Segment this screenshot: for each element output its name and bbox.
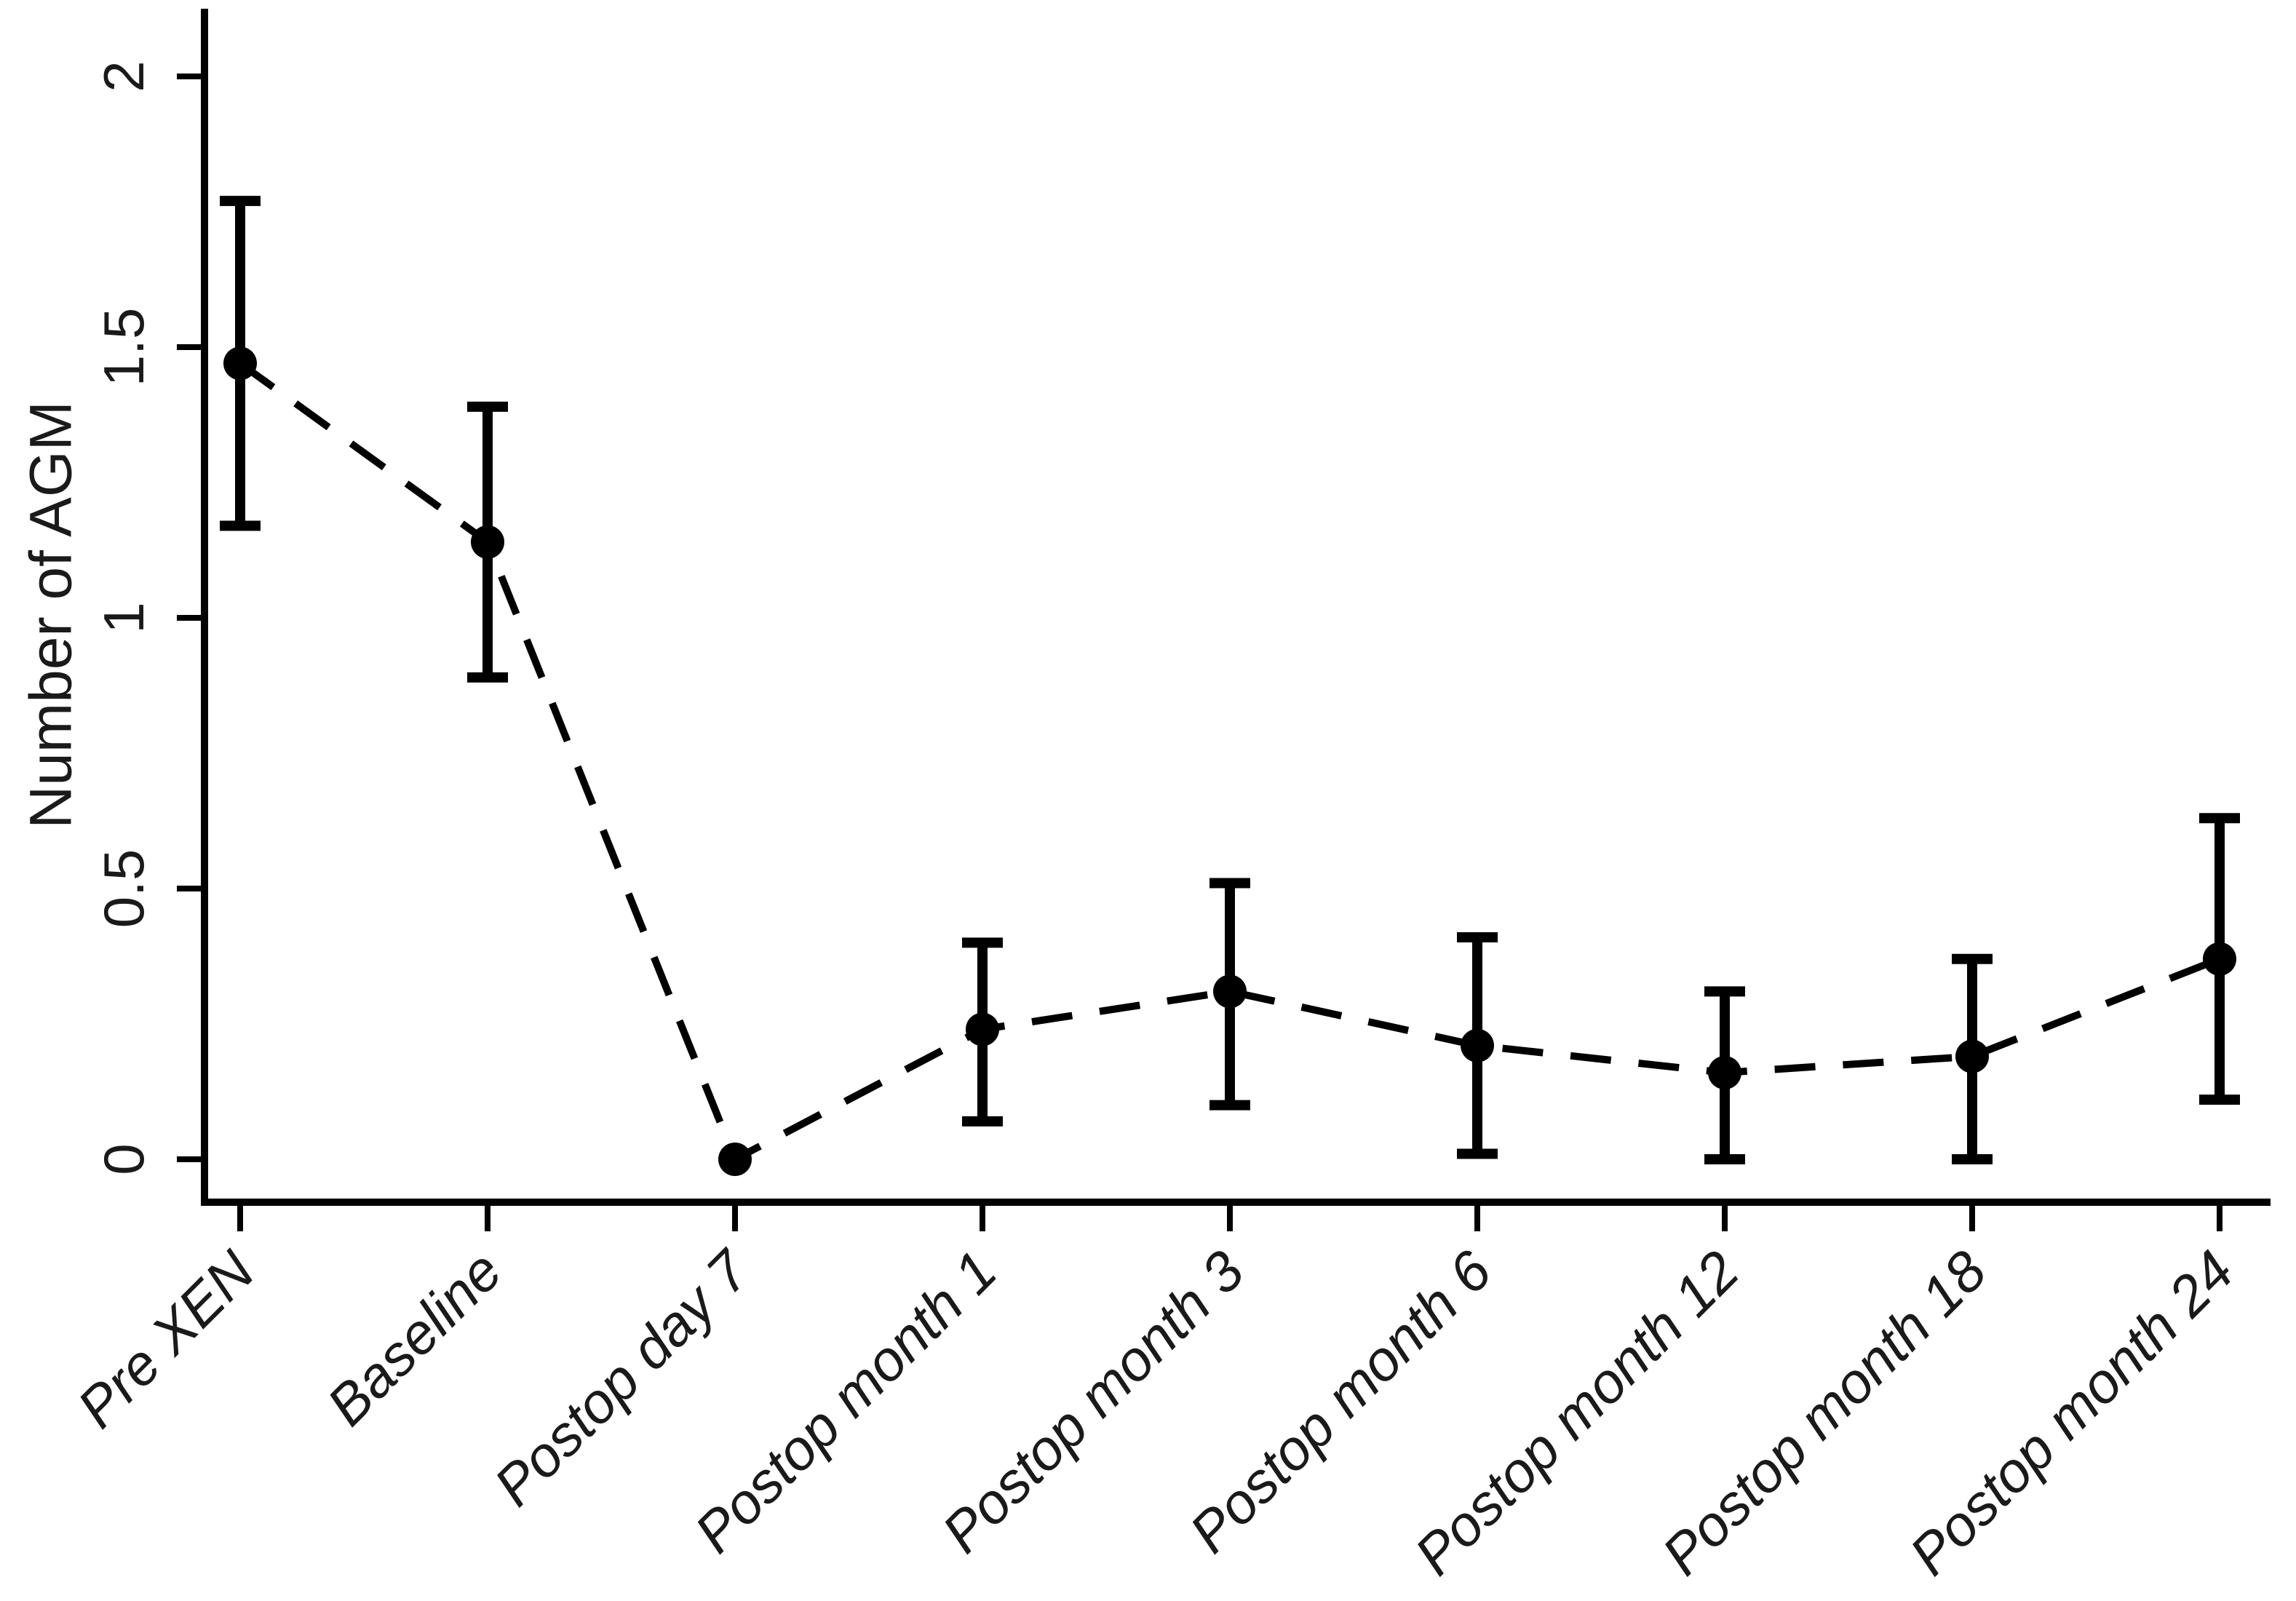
y-axis-title: Number of AGM (18, 401, 84, 829)
data-point-marker (471, 525, 504, 559)
y-tick-label: 1.5 (92, 308, 156, 386)
x-tick-label: Pre XEN (65, 1238, 266, 1439)
data-point-marker (1213, 974, 1247, 1009)
x-tick-label: Postop day 7 (482, 1237, 763, 1518)
y-tick-label: 2 (92, 60, 156, 92)
data-point-marker (966, 1012, 999, 1046)
x-tick-label: Baseline (314, 1239, 514, 1438)
y-tick-label: 1 (92, 602, 156, 633)
data-point-marker (718, 1143, 752, 1176)
data-point-marker (1708, 1055, 1741, 1089)
data-point-marker (1955, 1039, 1989, 1073)
data-point-marker (223, 346, 257, 381)
y-tick-label: 0 (92, 1143, 156, 1175)
y-tick-label: 0.5 (92, 849, 156, 928)
data-point-marker (2203, 942, 2236, 976)
data-point-marker (1461, 1028, 1494, 1062)
